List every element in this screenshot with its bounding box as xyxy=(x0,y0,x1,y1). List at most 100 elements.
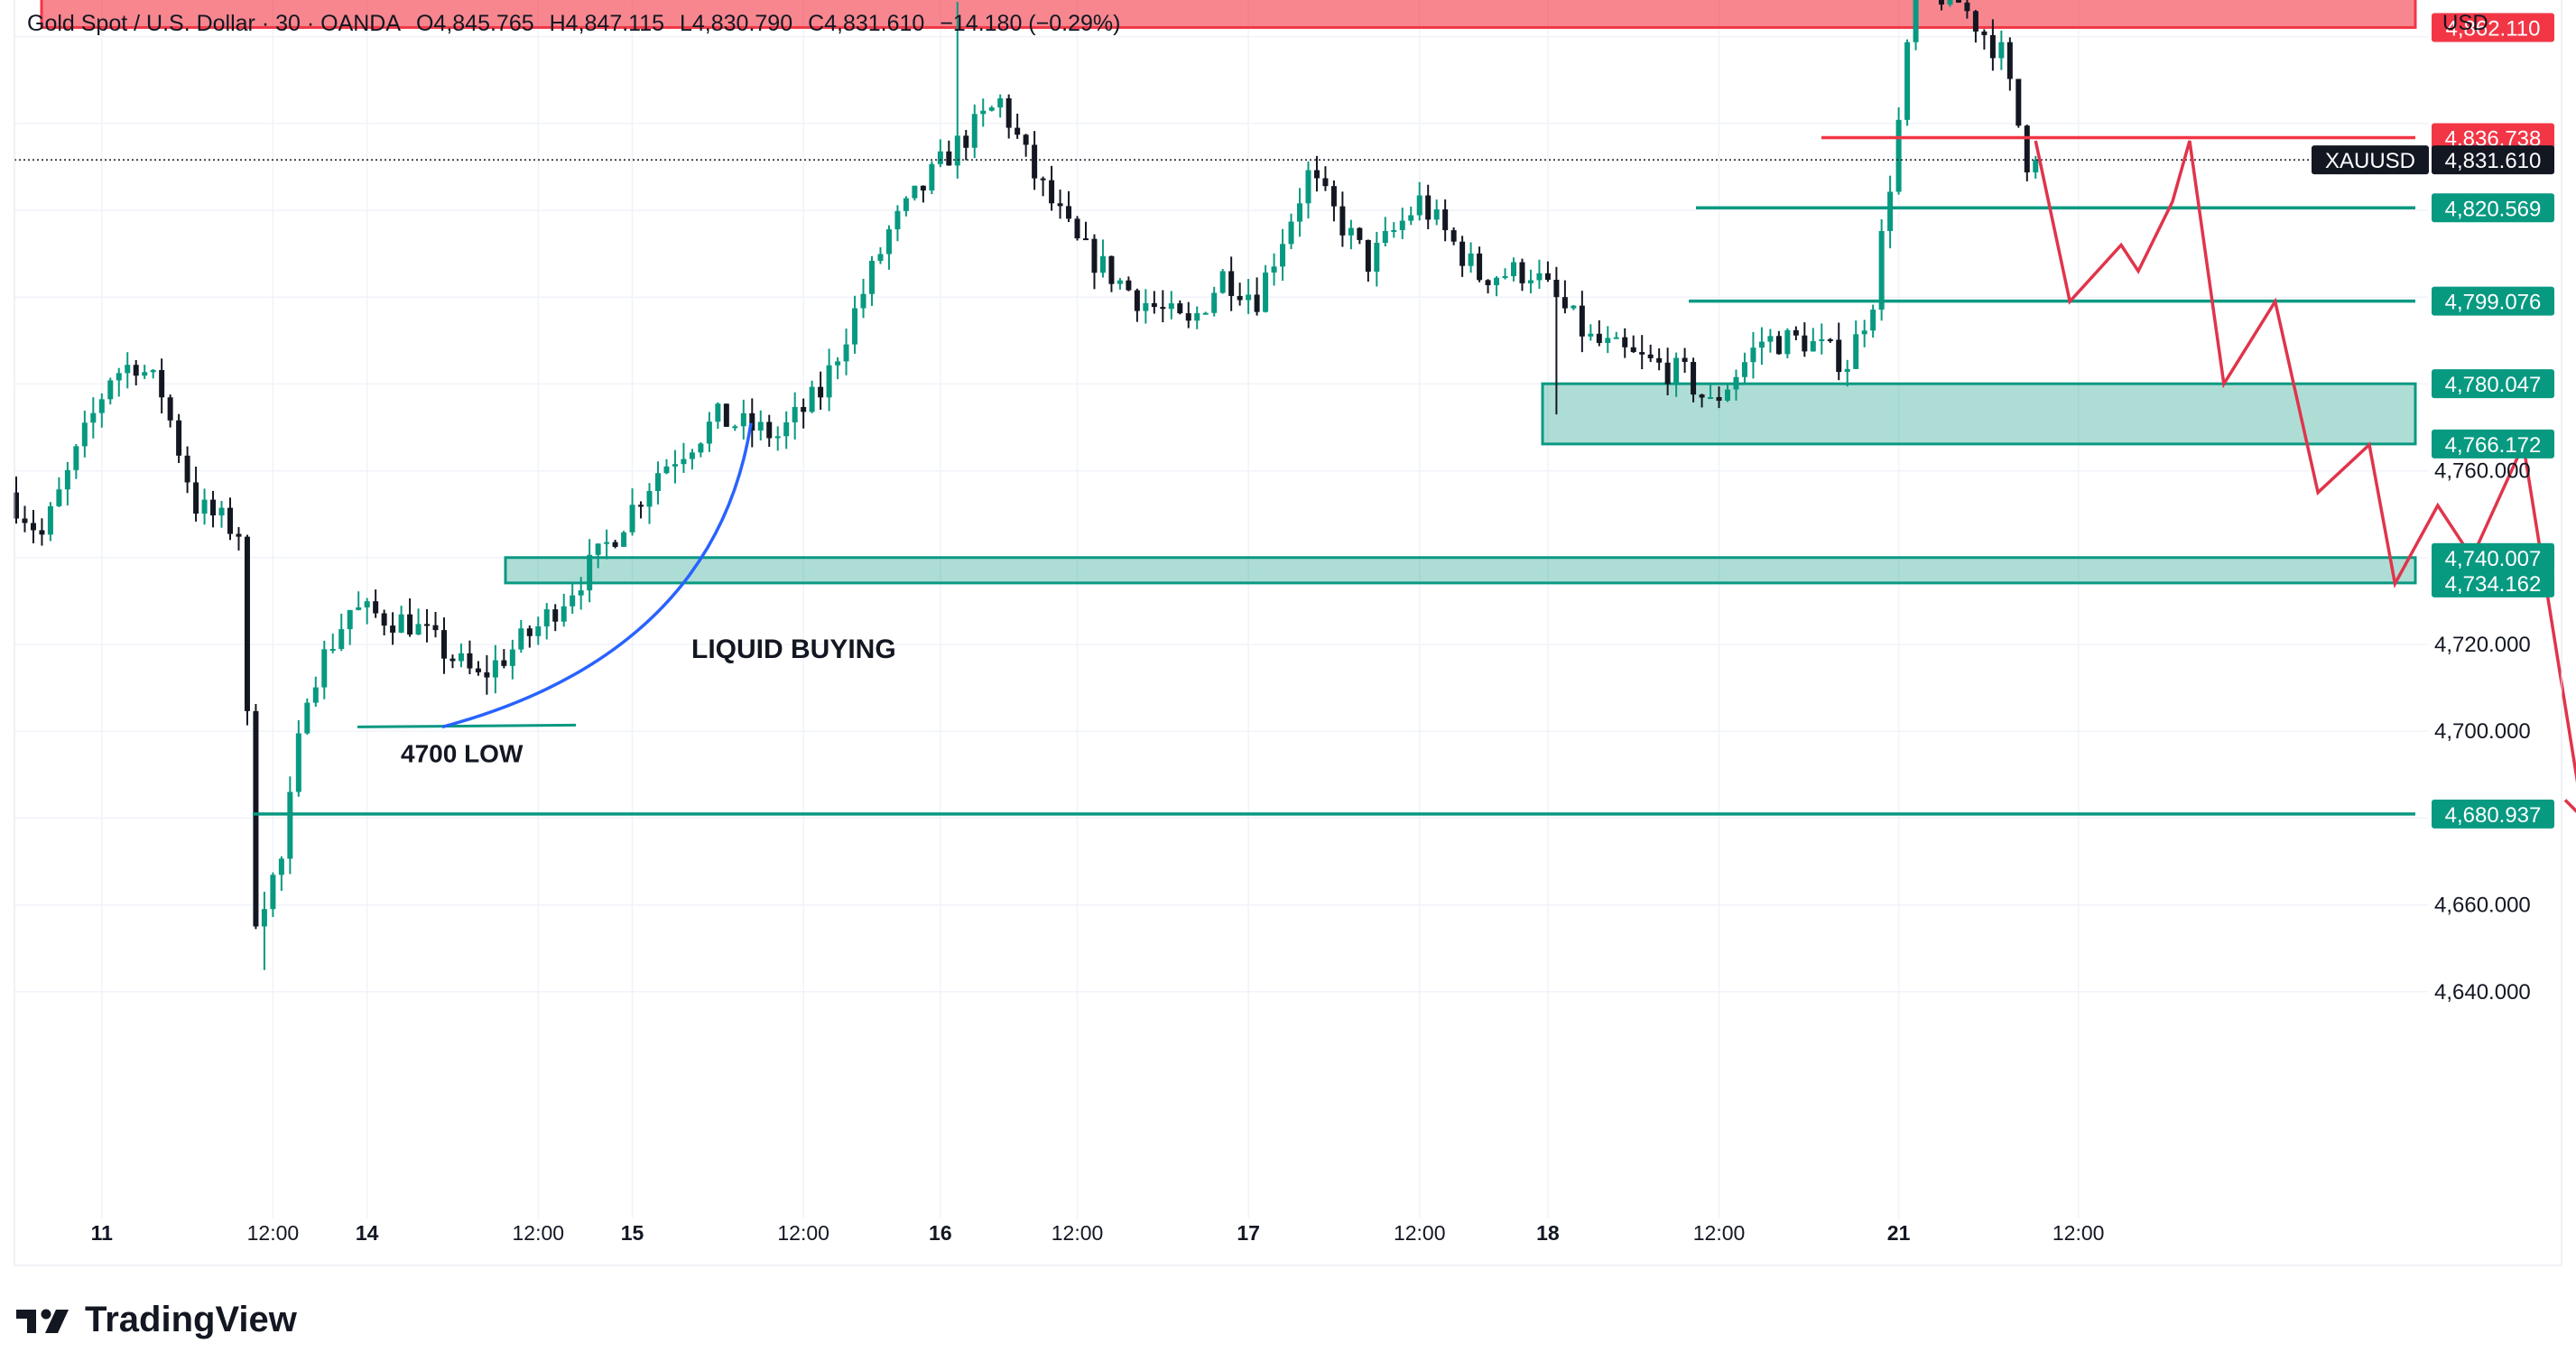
candle-body xyxy=(424,624,431,626)
price-label: 4,820.569 xyxy=(2445,197,2542,221)
candle-body xyxy=(1639,352,1645,355)
candle-body xyxy=(133,365,139,376)
x-tick-label: 14 xyxy=(356,1221,379,1245)
price-label-box xyxy=(2432,799,2554,829)
candle-body xyxy=(321,649,328,688)
candle-body xyxy=(612,542,618,547)
candle-body xyxy=(415,624,422,635)
candle-body xyxy=(732,426,738,429)
candle-body xyxy=(1305,170,1311,204)
candle-body xyxy=(1357,227,1363,240)
candle-body xyxy=(1519,262,1525,283)
candle-body xyxy=(552,609,559,622)
candle-body xyxy=(1775,336,1782,355)
x-tick-label: 12:00 xyxy=(1394,1221,1446,1245)
supply-zone xyxy=(40,0,2417,29)
candle-body xyxy=(1408,215,1414,221)
low-level-line xyxy=(357,723,577,728)
candle-body xyxy=(1416,195,1422,216)
candle-body xyxy=(432,625,439,631)
candle-body xyxy=(885,229,892,255)
candle-body xyxy=(295,733,301,792)
candle-body xyxy=(244,536,250,711)
x-tick-label: 12:00 xyxy=(512,1221,564,1245)
candle-body xyxy=(1939,0,1944,5)
price-label-box xyxy=(2432,369,2554,399)
candle-body xyxy=(1477,253,1483,281)
candle-body xyxy=(1365,239,1371,272)
candle-body xyxy=(1561,297,1568,309)
axes: 11 12:00 14 12:00 15 12:00 16 12:00 17 12:00 18 12:… xyxy=(14,0,2562,1266)
candle-body xyxy=(227,507,233,534)
candle-body xyxy=(64,469,70,490)
symbol-title[interactable]: Gold Spot / U.S. Dollar · 30 · OANDA xyxy=(27,11,402,36)
candle-body xyxy=(1810,340,1816,352)
change-value: −14.180 (−0.29%) xyxy=(940,11,1121,36)
x-tick-label: 12:00 xyxy=(2052,1221,2105,1245)
price-label: 4,780.047 xyxy=(2445,373,2542,397)
candle-body xyxy=(1134,290,1140,311)
grid xyxy=(14,0,2428,1218)
candle-body xyxy=(1682,357,1688,363)
candle-body xyxy=(176,420,182,456)
candle-body xyxy=(373,601,379,614)
candle-body xyxy=(390,625,396,633)
candle-body xyxy=(946,151,952,166)
candle-body xyxy=(441,630,447,659)
candle-body xyxy=(1348,227,1354,236)
candle-body xyxy=(1904,42,1911,120)
candle-body xyxy=(783,421,790,437)
x-tick-label: 12:00 xyxy=(777,1221,829,1245)
candle-body xyxy=(1511,262,1516,276)
candle-body xyxy=(39,530,45,535)
candle-body xyxy=(1468,253,1474,266)
candles xyxy=(14,0,2039,970)
candle-body xyxy=(98,399,105,413)
candle-body xyxy=(604,542,610,544)
x-tick-label: 12:00 xyxy=(1052,1221,1104,1245)
candle-body xyxy=(1254,294,1260,312)
candle-body xyxy=(1391,229,1397,232)
candle-body xyxy=(1091,238,1098,273)
candle-body xyxy=(646,490,653,507)
candle-body xyxy=(1502,275,1508,278)
candle-body xyxy=(1673,357,1680,384)
candle-body xyxy=(1322,178,1329,187)
candle-body xyxy=(1536,273,1543,281)
candle-body xyxy=(1836,339,1842,373)
price-label-box xyxy=(2432,286,2554,316)
candle-body xyxy=(570,595,576,607)
x-tick-label: 15 xyxy=(621,1221,644,1245)
candle-body xyxy=(1981,31,1988,35)
price-label-box xyxy=(2432,13,2554,42)
tradingview-logo-icon xyxy=(16,1309,69,1333)
candle-body xyxy=(1870,310,1876,331)
candle-body xyxy=(920,185,926,191)
candle-body xyxy=(518,628,524,650)
symbol-tag-box xyxy=(2312,145,2429,175)
candle-body xyxy=(954,135,960,166)
candle-body xyxy=(638,505,644,507)
candle-body xyxy=(723,403,729,427)
candle-body xyxy=(877,254,884,261)
candle-body xyxy=(1450,230,1457,242)
candle-body xyxy=(1271,266,1277,273)
currency-label[interactable]: USD xyxy=(2442,11,2488,35)
x-tick-label: 21 xyxy=(1887,1221,1911,1245)
candle-body xyxy=(595,543,601,555)
candle-body xyxy=(150,370,156,373)
candle-body xyxy=(963,135,969,148)
candle-body xyxy=(261,909,267,927)
candle-body xyxy=(1767,336,1774,342)
candle-body xyxy=(1989,34,1996,59)
candle-body xyxy=(663,466,670,474)
candle-body xyxy=(1330,186,1337,207)
candle-body xyxy=(1527,280,1534,283)
candle-body xyxy=(937,151,943,164)
candle-body xyxy=(809,386,815,412)
candle-body xyxy=(1725,389,1730,401)
candle-body xyxy=(1733,376,1739,390)
brand[interactable]: TradingView xyxy=(16,1300,297,1340)
candle-body xyxy=(159,370,165,398)
